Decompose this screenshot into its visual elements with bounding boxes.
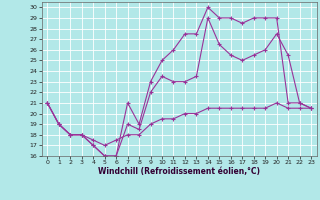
- X-axis label: Windchill (Refroidissement éolien,°C): Windchill (Refroidissement éolien,°C): [98, 167, 260, 176]
